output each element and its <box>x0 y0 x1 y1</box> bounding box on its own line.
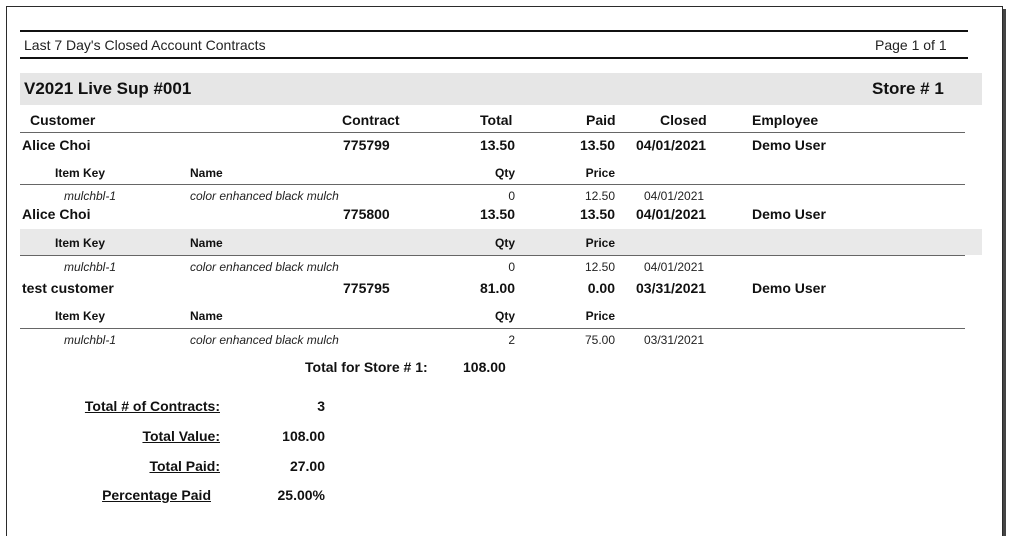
item-name: color enhanced black mulch <box>190 260 339 274</box>
contract-number: 775799 <box>343 137 390 153</box>
header-top-rule <box>20 30 968 32</box>
contract-total: 13.50 <box>479 137 515 153</box>
item-qty-header: Qty <box>494 166 515 180</box>
contract-paid: 0.00 <box>587 280 615 296</box>
item-date: 04/01/2021 <box>644 189 705 203</box>
customer-name: Alice Choi <box>22 206 91 222</box>
item-price-header: Price <box>585 166 615 180</box>
summary-percentage-value: 25.00% <box>277 487 325 503</box>
item-header-rule <box>20 328 965 329</box>
summary-value-value: 108.00 <box>282 428 325 444</box>
summary-value-label: Total Value: <box>142 428 220 444</box>
store-total-label: Total for Store # 1: <box>305 359 428 375</box>
contract-number: 775795 <box>343 280 390 296</box>
col-total: Total <box>480 112 513 128</box>
item-key: mulchbl-1 <box>64 333 117 347</box>
store-header-band <box>20 73 982 105</box>
item-key-header: Item Key <box>55 236 106 250</box>
item-name: color enhanced black mulch <box>190 189 339 203</box>
store-name: V2021 Live Sup #001 <box>24 79 192 98</box>
col-closed: Closed <box>660 112 707 128</box>
item-qty: 0 <box>508 260 515 274</box>
contract-closed: 04/01/2021 <box>636 137 707 153</box>
summary-paid-label: Total Paid: <box>149 458 220 474</box>
contract-closed: 03/31/2021 <box>636 280 707 296</box>
col-contract: Contract <box>342 112 400 128</box>
item-date: 04/01/2021 <box>644 260 705 274</box>
item-header-rule <box>20 255 965 256</box>
item-qty-header: Qty <box>494 236 515 250</box>
contract-total: 13.50 <box>479 206 515 222</box>
store-number: Store # 1 <box>872 79 944 98</box>
item-name-header: Name <box>190 309 223 323</box>
contract-closed: 04/01/2021 <box>636 206 707 222</box>
item-key: mulchbl-1 <box>64 260 117 274</box>
store-total-value: 108.00 <box>463 359 506 375</box>
customer-name: Alice Choi <box>22 137 91 153</box>
customer-name: test customer <box>22 280 114 296</box>
col-paid: Paid <box>586 112 616 128</box>
item-key: mulchbl-1 <box>64 189 117 203</box>
contract-employee: Demo User <box>752 280 826 296</box>
item-qty: 0 <box>508 189 515 203</box>
item-price-header: Price <box>585 309 615 323</box>
item-qty-header: Qty <box>494 309 515 323</box>
col-employee: Employee <box>752 112 819 128</box>
contract-total: 81.00 <box>479 280 515 296</box>
contract-employee: Demo User <box>752 137 826 153</box>
contract-paid: 13.50 <box>579 206 615 222</box>
contract-number: 775800 <box>343 206 390 222</box>
col-customer: Customer <box>30 112 96 128</box>
contract-employee: Demo User <box>752 206 826 222</box>
item-name-header: Name <box>190 166 223 180</box>
contract-paid: 13.50 <box>579 137 615 153</box>
item-price: 12.50 <box>584 189 615 203</box>
item-date: 03/31/2021 <box>644 333 705 347</box>
item-price: 12.50 <box>584 260 615 274</box>
item-name-header: Name <box>190 236 223 250</box>
item-header-rule <box>20 184 965 185</box>
item-name: color enhanced black mulch <box>190 333 339 347</box>
item-key-header: Item Key <box>55 166 106 180</box>
report-title: Last 7 Day's Closed Account Contracts <box>24 37 266 53</box>
header-bottom-rule <box>20 57 968 59</box>
item-header-band <box>20 229 982 255</box>
item-price-header: Price <box>585 236 615 250</box>
summary-paid-value: 27.00 <box>289 458 325 474</box>
item-price: 75.00 <box>584 333 615 347</box>
summary-contracts-label: Total # of Contracts: <box>84 398 220 414</box>
column-header-rule <box>20 132 965 133</box>
summary-contracts-value: 3 <box>317 398 325 414</box>
summary-percentage-label: Percentage Paid <box>102 487 211 503</box>
item-key-header: Item Key <box>55 309 106 323</box>
item-qty: 2 <box>508 333 515 347</box>
page-number: Page 1 of 1 <box>875 37 947 53</box>
